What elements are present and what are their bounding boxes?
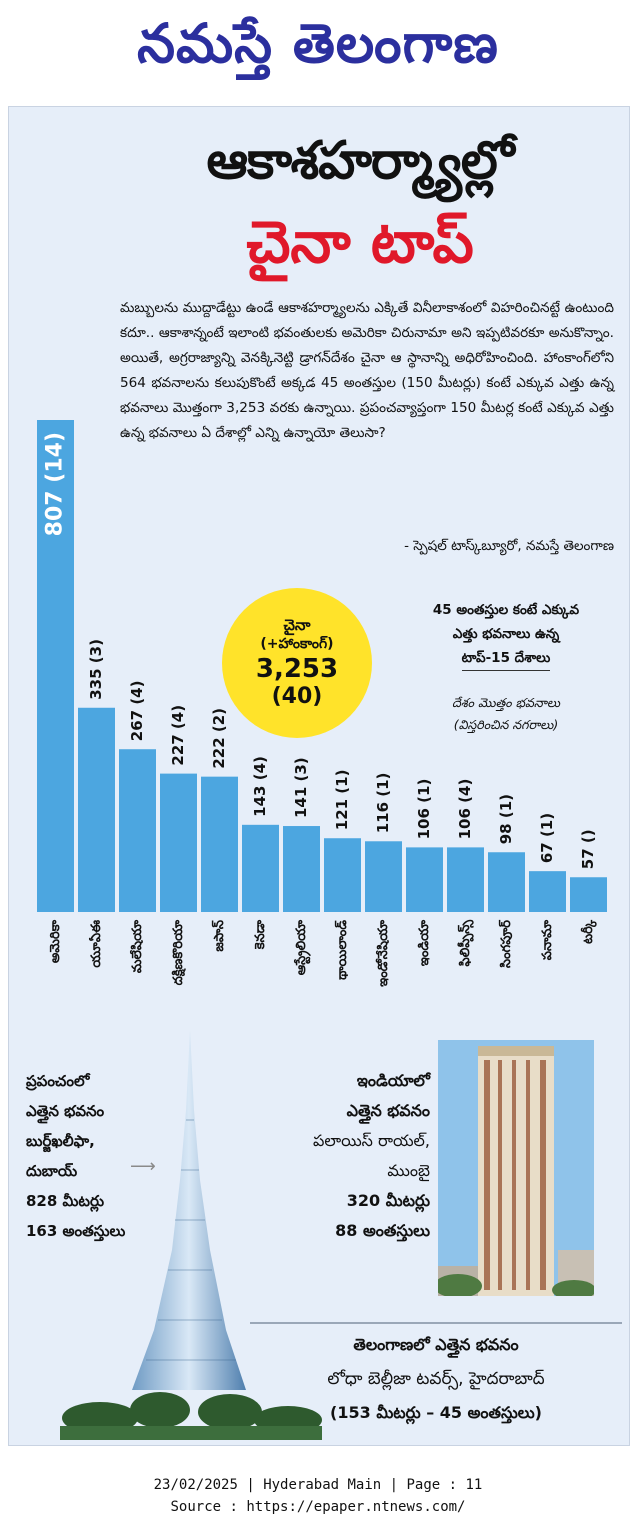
page-footer: 23/02/2025 | Hyderabad Main | Page : 11 … [0,1474,636,1518]
byline: - స్పెషల్ టాస్క్‌బ్యూరో, నమస్తే తెలంగాణ [404,538,614,554]
burj-khalifa-illustration [60,1030,322,1440]
india-line-4: ముంబై [387,1161,430,1180]
world-line-1: ప్రపంచంలో [26,1072,90,1090]
chart-title-line-2: ఎత్తు భవనాలు ఉన్న [452,626,560,642]
headline-line-2: చైనా టాప్ [246,208,474,276]
chart-title-line-1: 45 అంతస్తుల కంటే ఎక్కువ [432,602,580,618]
india-line-6: 88 అంతస్తులు [335,1221,430,1240]
badge-subtitle: (+హాంకాంగ్) [260,636,334,652]
badge-country: చైనా [283,616,311,634]
masthead-logo: నమస్తే తెలంగాణ [137,11,499,75]
india-line-5: 320 మీటర్లు [346,1191,430,1210]
telangana-line-1: తెలంగాణలో ఎత్తైన భవనం [353,1335,519,1354]
india-line-2: ఎత్తైన భవనం [346,1101,430,1120]
india-line-3: పలాయిస్ రాయల్, [312,1131,430,1150]
badge-cities: (40) [271,684,323,709]
chart-title: 45 అంతస్తుల కంటే ఎక్కువ ఎత్తు భవనాలు ఉన్… [400,598,612,671]
headline-line-1: ఆకాశహర్మ్యాల్లో [206,131,515,191]
india-line-1: ఇండియాలో [356,1071,430,1090]
arrow-icon: ⟶ [130,1156,156,1177]
palais-royale-photo [438,1040,594,1296]
world-line-6: 163 అంతస్తులు [26,1222,126,1240]
china-badge: చైనా (+హాంకాంగ్) 3,253 (40) [222,588,372,738]
legend-key-2: (విస్తరించిన నగరాలు) [453,717,559,732]
telangana-line-3: (153 మీటర్లు – 45 అంతస్తులు) [330,1403,542,1422]
world-tallest-info: ప్రపంచంలో ఎత్తైన భవనం బుర్జ్‌ఖలీఫా, దుబా… [26,1066,166,1246]
chart-legend-key: దేశం మొత్తం భవనాలు (విస్తరించిన నగరాలు) [400,692,612,736]
telangana-tallest-info: తెలంగాణలో ఎత్తైన భవనం లోధా బెల్లీజా టవర్… [250,1322,622,1440]
world-line-3: బుర్జ్‌ఖలీఫా, [26,1132,95,1150]
footer-source-line: Source : https://epaper.ntnews.com/ [170,1499,466,1515]
intro-paragraph: మబ్బులను ముద్దాడేట్టు ఉండే ఆకాశహర్మ్యాలన… [120,300,614,441]
india-tallest-info: ఇండియాలో ఎత్తైన భవనం పలాయిస్ రాయల్, ముంబ… [262,1066,430,1246]
telangana-line-2: లోధా బెల్లీజా టవర్స్, హైదరాబాద్ [327,1369,545,1389]
badge-count: 3,253 [255,654,339,684]
world-line-5: 828 మీటర్లు [26,1192,105,1210]
world-line-2: ఎత్తైన భవనం [26,1102,105,1120]
legend-key-1: దేశం మొత్తం భవనాలు [451,695,561,710]
world-line-4: దుబాయ్ [26,1162,78,1180]
footer-date-line: 23/02/2025 | Hyderabad Main | Page : 11 [153,1477,483,1493]
chart-title-line-3: టాప్-15 దేశాలు [461,646,551,671]
